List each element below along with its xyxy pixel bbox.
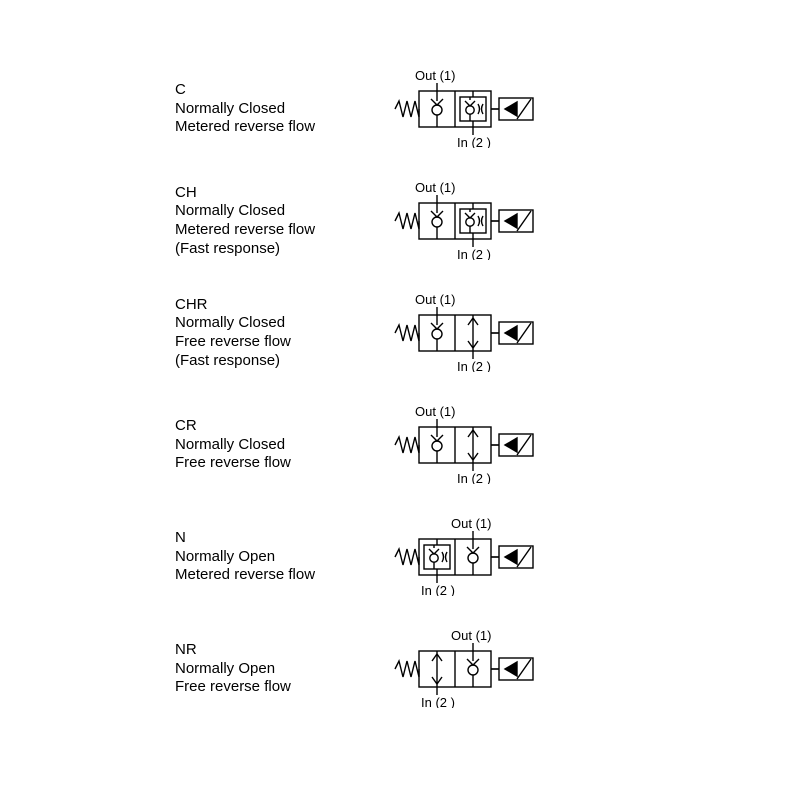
valve-symbol: Out (1) In (2 )	[385, 630, 585, 708]
valve-code: NR	[175, 641, 385, 660]
valve-desc-line: (Fast response)	[175, 240, 385, 259]
valve-code: C	[175, 81, 385, 100]
valve-desc-line: Metered reverse flow	[175, 221, 385, 240]
valve-symbol: Out (1) In (2 )	[385, 182, 585, 260]
valve-desc-line: Normally Open	[175, 548, 385, 567]
valve-code: N	[175, 529, 385, 548]
valve-code: CHR	[175, 296, 385, 315]
svg-text:Out (1): Out (1)	[415, 406, 455, 419]
valve-row: CRNormally ClosedFree reverse flowOut (1…	[0, 406, 800, 484]
valve-text: CNormally ClosedMetered reverse flow	[175, 81, 385, 137]
svg-text:In (2 ): In (2 )	[457, 359, 491, 372]
valve-desc-line: Free reverse flow	[175, 678, 385, 697]
valve-text: NRNormally OpenFree reverse flow	[175, 641, 385, 697]
valve-row: CHNormally ClosedMetered reverse flow(Fa…	[0, 182, 800, 260]
svg-text:Out (1): Out (1)	[451, 518, 491, 531]
valve-row: NNormally OpenMetered reverse flowOut (1…	[0, 518, 800, 596]
valve-row: CNormally ClosedMetered reverse flowOut …	[0, 70, 800, 148]
valve-text: NNormally OpenMetered reverse flow	[175, 529, 385, 585]
valve-desc-line: Normally Closed	[175, 202, 385, 221]
valve-symbol: Out (1) In (2 )	[385, 406, 585, 484]
valve-desc-line: Metered reverse flow	[175, 118, 385, 137]
svg-text:In (2 ): In (2 )	[457, 471, 491, 484]
valve-text: CRNormally ClosedFree reverse flow	[175, 417, 385, 473]
valve-desc-line: Normally Open	[175, 660, 385, 679]
svg-text:In (2 ): In (2 )	[457, 135, 491, 148]
svg-text:Out (1): Out (1)	[451, 630, 491, 643]
valve-row: NRNormally OpenFree reverse flow Out (1) I…	[0, 630, 800, 708]
svg-text:In (2 ): In (2 )	[457, 247, 491, 260]
valve-desc-line: Normally Closed	[175, 436, 385, 455]
valve-desc-line: Free reverse flow	[175, 454, 385, 473]
valve-desc-line: Free reverse flow	[175, 333, 385, 352]
valve-desc-line: Normally Closed	[175, 100, 385, 119]
svg-text:Out (1): Out (1)	[415, 182, 455, 195]
valve-symbol: Out (1) In (2 )	[385, 294, 585, 372]
valve-desc-line: Metered reverse flow	[175, 566, 385, 585]
svg-text:In (2 ): In (2 )	[421, 583, 455, 596]
svg-text:In (2 ): In (2 )	[421, 695, 455, 708]
valve-desc-line: Normally Closed	[175, 314, 385, 333]
valve-desc-line: (Fast response)	[175, 352, 385, 371]
valve-code: CR	[175, 417, 385, 436]
svg-text:Out (1): Out (1)	[415, 294, 455, 307]
valve-text: CHRNormally ClosedFree reverse flow(Fast…	[175, 296, 385, 371]
valve-symbol-table: CNormally ClosedMetered reverse flowOut …	[0, 0, 800, 708]
valve-text: CHNormally ClosedMetered reverse flow(Fa…	[175, 184, 385, 259]
valve-symbol: Out (1) In (2 )	[385, 518, 585, 596]
svg-text:Out (1): Out (1)	[415, 70, 455, 83]
valve-symbol: Out (1) In (2 )	[385, 70, 585, 148]
valve-code: CH	[175, 184, 385, 203]
valve-row: CHRNormally ClosedFree reverse flow(Fast…	[0, 294, 800, 372]
